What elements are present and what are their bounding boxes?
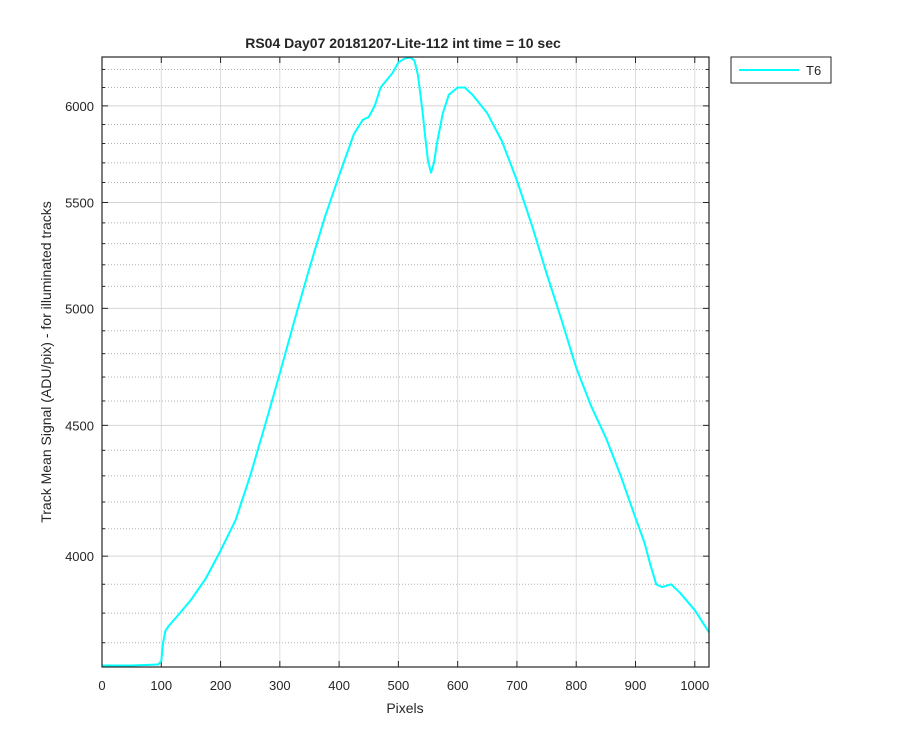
y-tick-label: 4500 — [65, 418, 94, 433]
y-tick-label: 5500 — [65, 196, 94, 211]
y-tick-label: 6000 — [65, 99, 94, 114]
x-tick-label: 500 — [388, 678, 410, 693]
plot-frame — [101, 56, 710, 668]
legend-label-t6: T6 — [806, 63, 821, 78]
x-tick-label: 700 — [506, 678, 528, 693]
chart-title: RS04 Day07 20181207-Lite-112 int time = … — [245, 35, 561, 51]
x-tick-label: 400 — [328, 678, 350, 693]
x-tick-label: 900 — [625, 678, 647, 693]
x-tick-label: 600 — [447, 678, 469, 693]
x-tick-label: 100 — [150, 678, 172, 693]
x-axis-label: Pixels — [386, 700, 423, 716]
x-tick-labels: 0 100 200 300 400 500 600 700 800 900 1000 — [98, 678, 709, 693]
series-lines — [102, 56, 710, 667]
legend: T6 — [730, 56, 832, 84]
y-axis-label: Track Mean Signal (ADU/pix) - for illumi… — [38, 201, 54, 523]
grid-lines — [102, 57, 709, 667]
plot-area — [102, 57, 709, 667]
x-tick-label: 300 — [269, 678, 291, 693]
x-tick-label: 200 — [210, 678, 232, 693]
y-tick-labels: 4000 4500 5000 5500 6000 — [65, 99, 94, 564]
x-tick-label: 800 — [565, 678, 587, 693]
y-tick-label: 5000 — [65, 301, 94, 316]
series-line-t6 — [102, 56, 710, 667]
y-tick-label: 4000 — [65, 549, 94, 564]
x-tick-label: 0 — [98, 678, 105, 693]
x-tick-label: 1000 — [680, 678, 709, 693]
